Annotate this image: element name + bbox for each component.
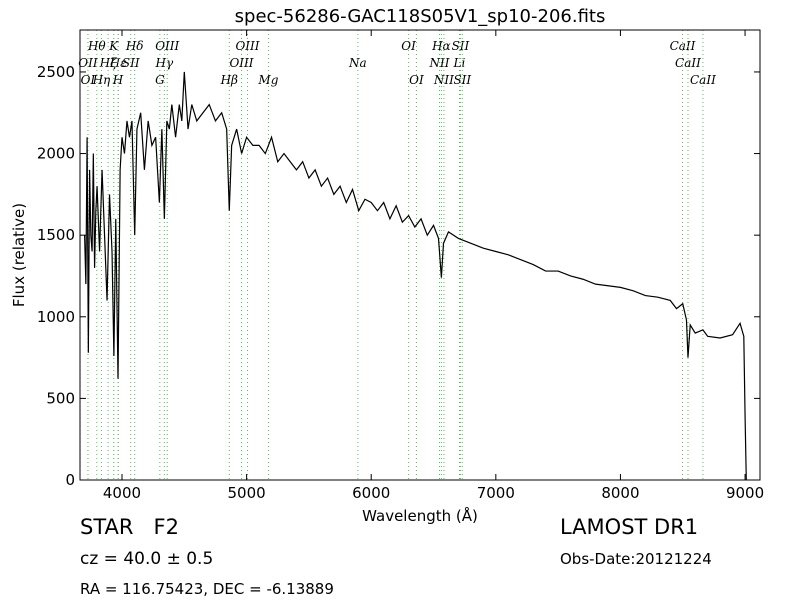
spectral-line-label: OI xyxy=(401,39,416,53)
spectral-line-label: SII xyxy=(452,39,470,53)
spectral-line-label: G xyxy=(155,73,165,87)
redshift: cz = 40.0 ± 0.5 xyxy=(80,549,213,569)
spectral-line-label: K xyxy=(108,39,119,53)
spectral-line-label: Hγ xyxy=(155,56,174,70)
y-tick-label: 2000 xyxy=(37,145,75,163)
spectral-line-label: Hβ xyxy=(220,73,238,87)
x-tick-label: 6000 xyxy=(352,484,390,502)
spectral-line-label: Hθ xyxy=(87,39,106,53)
y-axis-label: Flux (relative) xyxy=(10,203,28,307)
x-tick-label: 8000 xyxy=(601,484,639,502)
spectral-line-label: Mg xyxy=(257,73,278,87)
x-tick-label: 4000 xyxy=(103,484,141,502)
x-tick-label: 7000 xyxy=(477,484,515,502)
y-tick-label: 2500 xyxy=(37,63,75,81)
obs-date: Obs-Date:20121224 xyxy=(560,550,712,568)
spectral-line-label: OI xyxy=(409,73,424,87)
spectral-line-label: Hα xyxy=(431,39,451,53)
spectral-line-label: OIII xyxy=(235,39,259,53)
spectral-line-label: Hδ xyxy=(125,39,144,53)
spectral-line-label: H xyxy=(112,73,124,87)
x-axis-label: Wavelength (Å) xyxy=(362,506,478,525)
y-tick-label: 500 xyxy=(46,389,75,407)
spectral-line-label: OI xyxy=(81,73,96,87)
spectral-line-label: Hζ xyxy=(99,56,118,70)
x-tick-label: 9000 xyxy=(726,484,764,502)
spectral-line-label: SII xyxy=(453,73,471,87)
coords: RA = 116.75423, DEC = -6.13889 xyxy=(80,580,334,598)
y-tick-label: 1000 xyxy=(37,308,75,326)
spectral-line-label: NII xyxy=(429,56,450,70)
class-text: STAR F2 xyxy=(80,515,179,539)
spectral-line-label: SII xyxy=(122,56,140,70)
spectral-line-label: Na xyxy=(348,56,367,70)
spectral-line-label: OIII xyxy=(155,39,179,53)
spectral-line-label: CaII xyxy=(670,39,696,53)
spectral-line-label: Li xyxy=(453,56,466,70)
y-tick-label: 0 xyxy=(65,471,75,489)
spectral-line-label: CaII xyxy=(690,73,716,87)
spectral-line-label: NII xyxy=(433,73,454,87)
y-tick-label: 1500 xyxy=(37,226,75,244)
spectrum xyxy=(84,71,747,481)
plot-frame xyxy=(79,29,761,481)
spectral-line-label: CaII xyxy=(675,56,701,70)
spectral-line-label: OIII xyxy=(229,56,253,70)
spectral-line-label: Hη xyxy=(92,73,111,87)
x-tick-label: 5000 xyxy=(228,484,266,502)
survey: LAMOST DR1 xyxy=(560,515,698,539)
chart-title: spec-56286-GAC118S05V1_sp10-206.fits xyxy=(235,6,606,27)
